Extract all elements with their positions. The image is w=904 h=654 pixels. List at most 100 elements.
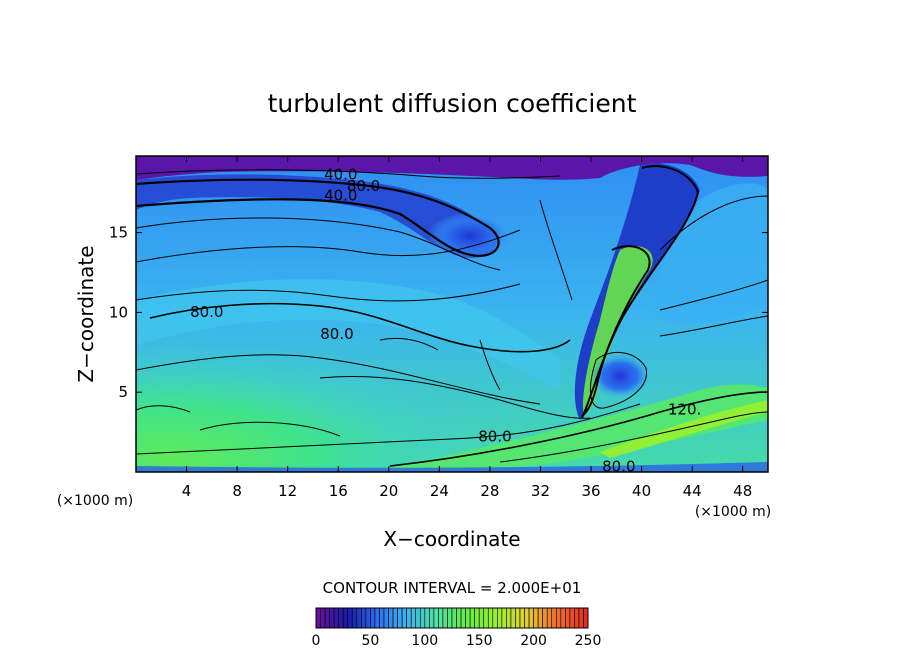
colorbar-swatch bbox=[374, 607, 380, 629]
colorbar-swatch bbox=[578, 607, 584, 629]
colorbar-swatch bbox=[474, 607, 480, 629]
contour-line bbox=[581, 245, 651, 417]
contour-label: 80.0 bbox=[478, 427, 511, 445]
contour-line bbox=[136, 405, 191, 413]
contour-label: 120. bbox=[668, 400, 701, 418]
contour-line bbox=[136, 354, 541, 405]
y-tick-label: 5 bbox=[118, 383, 128, 401]
colorbar-swatch bbox=[519, 607, 525, 629]
plot-frame bbox=[135, 155, 769, 473]
colorbar-swatch bbox=[356, 607, 362, 629]
colorbar-swatch bbox=[569, 607, 575, 629]
colorbar-swatch bbox=[546, 607, 553, 629]
colorbar-tick-label: 50 bbox=[361, 633, 379, 649]
x-tick-label: 20 bbox=[379, 482, 398, 500]
field-lower-diagonal-core bbox=[600, 400, 768, 458]
x-axis-title: X−coordinate bbox=[383, 527, 520, 551]
contour-line bbox=[539, 199, 573, 301]
colorbar-swatch bbox=[333, 607, 339, 629]
colorbar-swatch bbox=[365, 607, 371, 629]
colorbar-swatch bbox=[347, 607, 353, 629]
colorbar-swatch bbox=[442, 607, 448, 629]
contour-line bbox=[136, 229, 521, 263]
colorbar-swatch bbox=[383, 607, 389, 629]
colorbar-swatch bbox=[574, 607, 580, 629]
contour-line bbox=[136, 403, 641, 455]
contour-line bbox=[499, 411, 768, 463]
contour-label: 40.0 bbox=[324, 166, 357, 184]
colorbar-swatch bbox=[533, 607, 539, 629]
colorbar-swatch bbox=[415, 607, 421, 629]
colorbar bbox=[315, 607, 589, 629]
colorbar-swatch bbox=[460, 607, 466, 629]
field-lower-diagonal bbox=[380, 384, 768, 472]
colorbar-swatch bbox=[329, 607, 335, 629]
contour-label: 80.0 bbox=[347, 177, 380, 195]
y-axis-ticks: 5 10 15 bbox=[109, 224, 768, 401]
colorbar-swatch bbox=[351, 607, 358, 629]
colorbar-swatch bbox=[438, 607, 444, 629]
contour-line bbox=[659, 195, 768, 251]
colorbar-swatch bbox=[565, 607, 571, 629]
contour-interval-label: CONTOUR INTERVAL = 2.000E+01 bbox=[323, 579, 582, 597]
colorbar-swatch bbox=[320, 607, 326, 629]
colorbar-tick-label: 0 bbox=[312, 633, 321, 649]
x-tick-label: 28 bbox=[480, 482, 499, 500]
colorbar-tick-label: 100 bbox=[411, 633, 438, 649]
colorbar-swatch bbox=[515, 607, 521, 629]
colorbar-swatch bbox=[447, 607, 453, 629]
colorbar-ticks: 0 50 100 150 200 250 bbox=[312, 633, 602, 649]
x-tick-label: 40 bbox=[632, 482, 651, 500]
colorbar-swatch bbox=[465, 607, 471, 629]
contour-line bbox=[136, 283, 521, 302]
colorbar-swatch bbox=[497, 607, 503, 629]
colorbar-swatch bbox=[419, 607, 426, 629]
colorbar-swatch bbox=[506, 607, 512, 629]
colorbar-swatch bbox=[510, 607, 516, 629]
colorbar-swatch bbox=[315, 607, 321, 629]
contour-line bbox=[659, 279, 768, 311]
y-tick-label: 15 bbox=[109, 224, 128, 242]
colorbar-swatch bbox=[410, 607, 417, 629]
field-eddy-upper bbox=[428, 212, 512, 260]
contour-line bbox=[379, 337, 439, 351]
contour-line bbox=[389, 391, 768, 467]
colorbar-tick-label: 150 bbox=[466, 633, 493, 649]
x-tick-label: 48 bbox=[733, 482, 752, 500]
contour-line bbox=[659, 315, 768, 337]
colorbar-swatch bbox=[478, 607, 485, 629]
y-tick-label: 10 bbox=[109, 303, 128, 321]
contour-label: 80.0 bbox=[602, 458, 635, 476]
x-tick-label: 16 bbox=[329, 482, 348, 500]
x-axis-unit-left: (×1000 m) bbox=[57, 493, 133, 509]
colorbar-swatch bbox=[324, 607, 330, 629]
x-tick-label: 36 bbox=[581, 482, 600, 500]
colorbar-swatch bbox=[370, 607, 376, 629]
colorbar-swatch bbox=[528, 607, 534, 629]
x-tick-label: 32 bbox=[531, 482, 550, 500]
field-top-band bbox=[136, 156, 768, 180]
contour-line bbox=[581, 165, 700, 419]
contour-lines bbox=[136, 165, 768, 467]
contour-labels: 40.0 80.0 40.0 80.0 80.0 80.0 120. 80.0 bbox=[190, 166, 701, 476]
colorbar-swatch bbox=[524, 607, 530, 629]
x-tick-label: 8 bbox=[232, 482, 242, 500]
colorbar-tick-label: 200 bbox=[520, 633, 547, 649]
contour-line bbox=[136, 169, 561, 179]
contour-line bbox=[590, 351, 647, 409]
colorbar-swatch bbox=[424, 607, 430, 629]
colorbar-swatch bbox=[401, 607, 407, 629]
colorbar-swatch bbox=[456, 607, 462, 629]
x-tick-label: 4 bbox=[182, 482, 192, 500]
colorbar-swatch bbox=[542, 607, 548, 629]
contour-line bbox=[136, 178, 500, 258]
colorbar-swatch bbox=[551, 607, 557, 629]
plot-area: 40.0 80.0 40.0 80.0 80.0 80.0 120. 80.0 bbox=[136, 156, 768, 476]
colorbar-frame bbox=[315, 607, 589, 629]
colorbar-swatch bbox=[342, 607, 349, 629]
colorbar-swatch bbox=[392, 607, 398, 629]
y-axis-title: Z−coordinate bbox=[74, 245, 98, 382]
field-bottom-edge bbox=[136, 462, 768, 472]
contour-line bbox=[319, 375, 591, 419]
